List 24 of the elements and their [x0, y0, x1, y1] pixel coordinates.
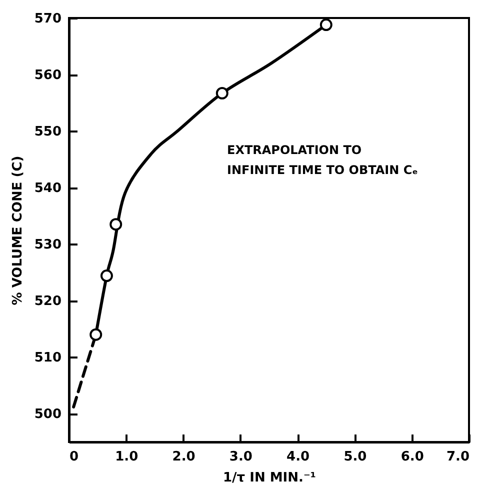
x-tick-label: 2.0 [172, 450, 196, 464]
x-tick-label: 6.0 [400, 450, 424, 464]
x-tick-label: 7.0 [446, 450, 470, 464]
x-axis-title: 1/τ IN MIN.⁻¹ [222, 470, 316, 486]
point [110, 218, 122, 231]
point [216, 86, 228, 100]
x-tick-label: 1.0 [115, 450, 138, 464]
point [320, 18, 332, 32]
y-tick-label: 570 [34, 12, 62, 26]
y-tick-label: 540 [34, 181, 62, 196]
y-axis-title: % VOLUME CONE (C) [10, 156, 26, 306]
x-tick-label: 4.0 [286, 450, 310, 464]
point [90, 328, 102, 341]
y-tick-label: 530 [34, 238, 62, 253]
point [100, 270, 113, 282]
y-tick-label: 520 [34, 294, 62, 310]
annotation: EXTRAPOLATION TO INFINITE TIME TO OBTAIN Cₑ [227, 143, 418, 177]
y-tick-label: 550 [34, 124, 62, 140]
x-tick-label: 5.0 [344, 450, 367, 464]
y-tick-label: 510 [34, 350, 62, 366]
y-tick-label: 500 [34, 407, 62, 422]
x-tick-label: 0 [70, 450, 79, 464]
y-tick-label: 560 [34, 68, 62, 84]
x-tick-label: 3.0 [229, 450, 252, 464]
